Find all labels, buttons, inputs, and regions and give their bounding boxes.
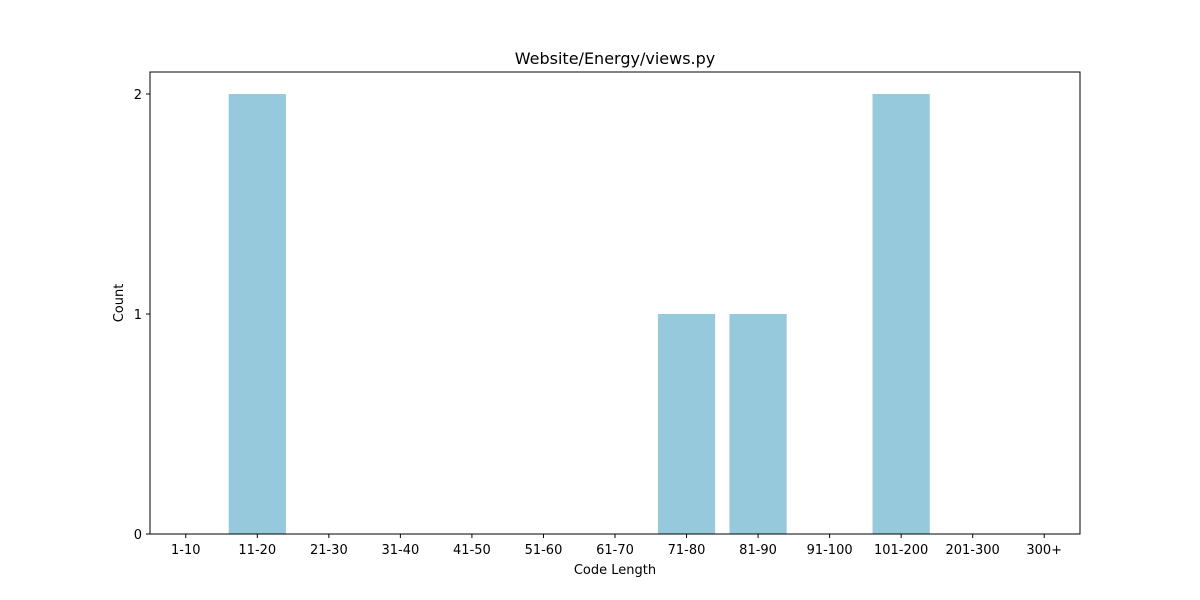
x-tick-label: 1-10 (171, 543, 201, 558)
plot-frame (149, 71, 1081, 535)
bars-group (228, 94, 930, 534)
bar-101-200 (872, 94, 930, 534)
bar-11-20 (228, 94, 286, 534)
chart-title: Website/Energy/views.py (515, 49, 715, 68)
x-tick-label: 41-50 (453, 543, 491, 558)
x-tick-label: 101-200 (874, 543, 928, 558)
y-tick-label: 0 (134, 528, 142, 543)
x-tick-label: 71-80 (668, 543, 706, 558)
x-tick-label: 91-100 (807, 543, 853, 558)
bar-81-90 (729, 314, 787, 534)
x-tick-label: 51-60 (525, 543, 563, 558)
y-tick-label: 1 (134, 308, 142, 323)
y-axis-label: Count (112, 284, 127, 323)
x-tick-label: 11-20 (238, 543, 276, 558)
x-tick-label: 61-70 (596, 543, 634, 558)
x-axis-label: Code Length (574, 563, 656, 578)
y-tick-label: 2 (134, 88, 142, 103)
x-tick-label: 300+ (1026, 543, 1062, 558)
x-tick-label: 21-30 (310, 543, 348, 558)
x-axis-ticks: 1-10 11-20 21-30 31-40 41-50 51-60 61-70 71-80 8… (171, 534, 1062, 558)
x-tick-label: 81-90 (739, 543, 777, 558)
y-axis-ticks: 0 1 2 (134, 88, 150, 543)
bar-71-80 (657, 314, 716, 534)
x-tick-label: 31-40 (381, 543, 419, 558)
x-tick-label: 201-300 (946, 543, 1000, 558)
